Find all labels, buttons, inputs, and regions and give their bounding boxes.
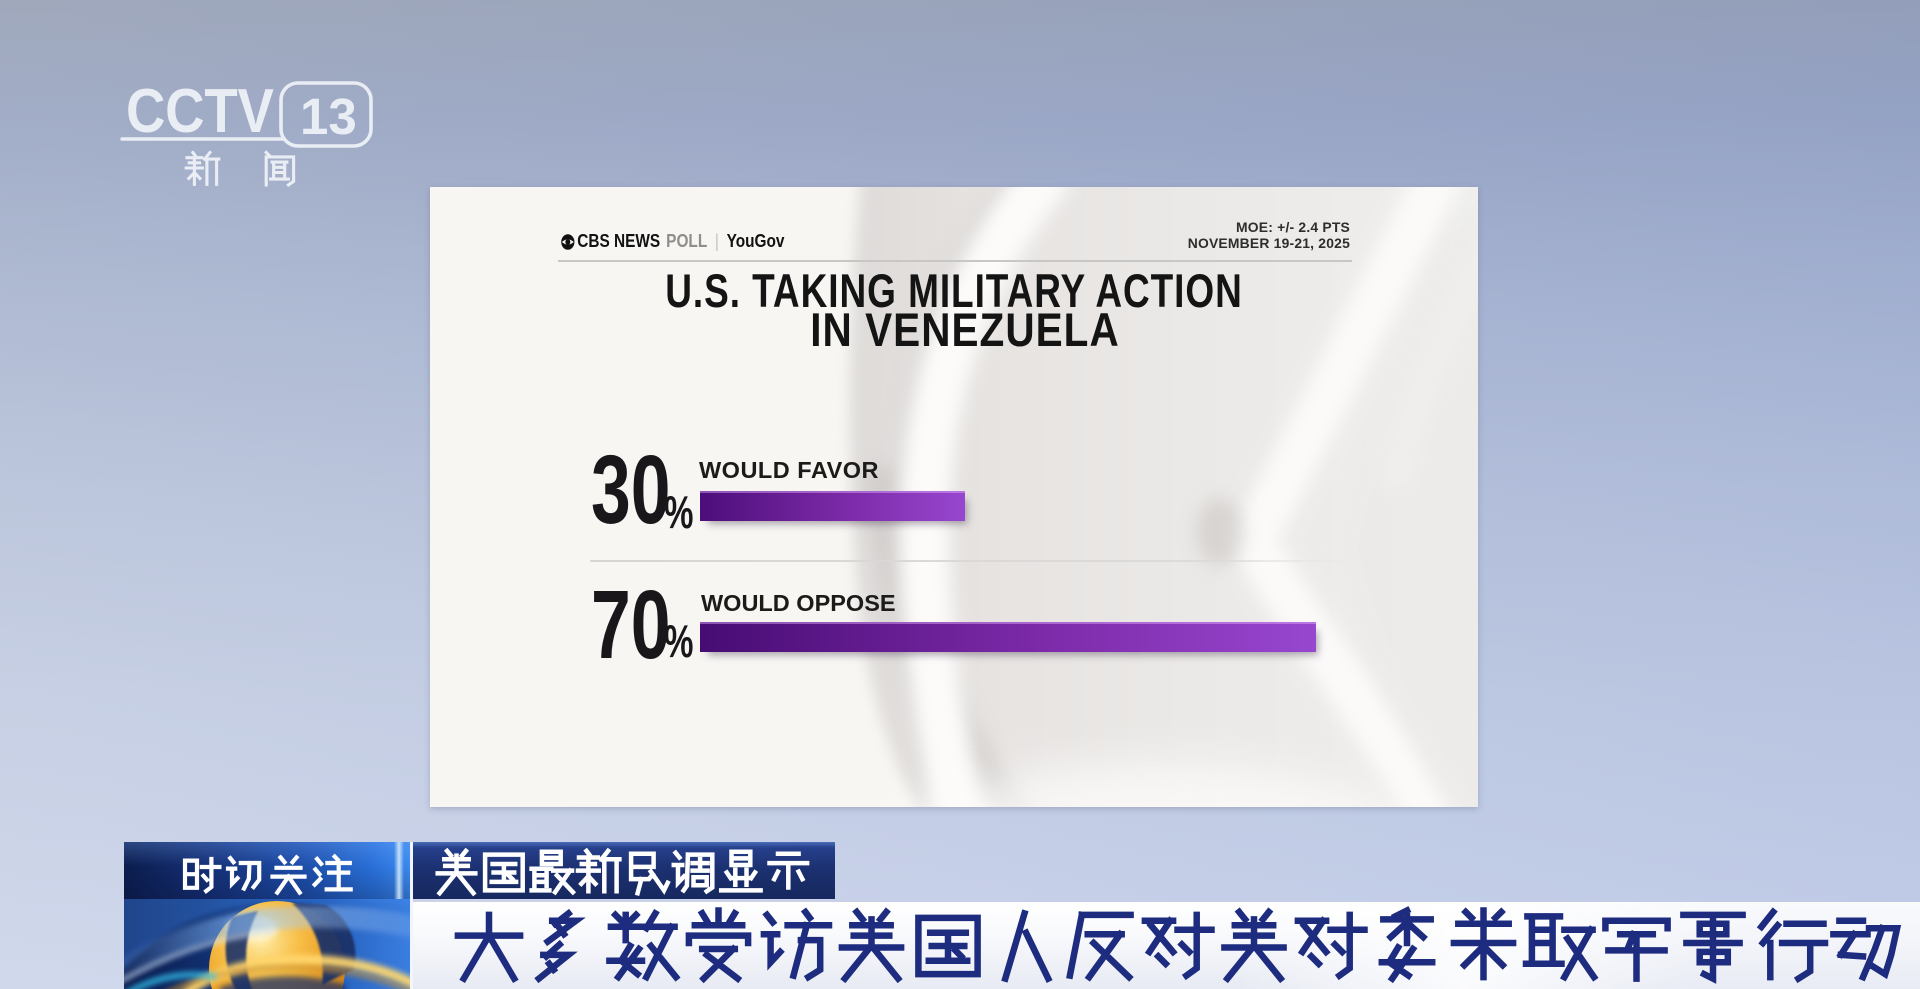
svg-text:13: 13 [300, 88, 357, 145]
svg-text:CCTV: CCTV [126, 77, 274, 146]
